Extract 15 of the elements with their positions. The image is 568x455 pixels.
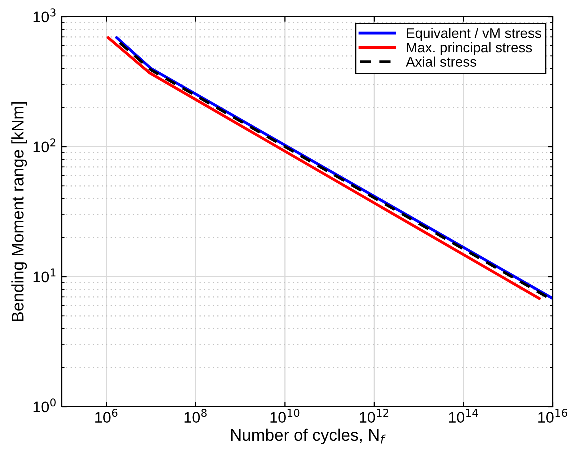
x-tick-label: 10$^{14}$ [449,409,478,423]
legend-label: Axial stress [406,56,477,67]
x-axis-title: Number of cycles, N$_{f}$ [231,428,386,444]
legend-label: Max. principal stress [407,42,532,56]
x-tick-label: 10$^{10}$ [270,409,300,423]
y-tick-label: 10$^{3}$ [34,8,56,23]
y-axis-title: Bending Moment range [kNm] [12,102,28,322]
x-tick-label: 10$^{12}$ [360,409,389,423]
y-tick-label: 10$^{1}$ [34,268,56,283]
x-tick-label: 10$^{16}$ [538,409,568,423]
x-tick-label: 10$^{8}$ [184,409,207,423]
y-tick-label: 10$^{0}$ [34,398,56,413]
legend-label: Equivalent / vM stress [407,28,542,42]
x-tick-label: 10$^{6}$ [96,409,118,423]
y-tick-label: 10$^{2}$ [34,138,56,153]
